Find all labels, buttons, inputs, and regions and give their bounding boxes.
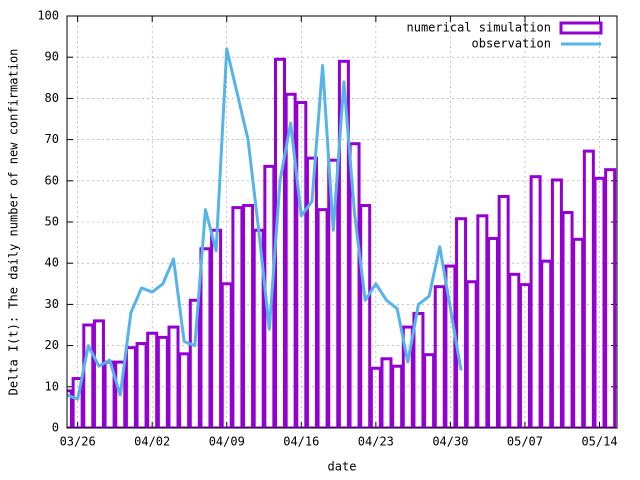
y-tick-label: 10: [45, 379, 59, 393]
bar: [487, 236, 499, 428]
bar: [295, 101, 308, 428]
y-tick-label: 100: [37, 9, 59, 23]
bar: [199, 247, 212, 428]
bar: [444, 264, 457, 428]
bar: [465, 280, 478, 428]
y-tick-label: 50: [45, 215, 59, 229]
y-tick-label: 40: [45, 256, 59, 270]
plot-area: [67, 47, 617, 428]
x-tick-label: 05/07: [507, 435, 543, 449]
bar: [82, 323, 95, 428]
y-tick-label: 60: [45, 173, 59, 187]
y-tick-label: 70: [45, 132, 59, 146]
bar: [242, 204, 255, 428]
y-tick-label: 80: [45, 91, 59, 105]
bar: [210, 228, 223, 428]
x-tick-label: 03/26: [60, 435, 96, 449]
bar: [316, 208, 329, 428]
bar: [401, 325, 414, 428]
bar: [550, 178, 563, 428]
bar: [67, 389, 73, 428]
bar: [188, 298, 201, 428]
bar: [231, 206, 244, 428]
bar: [369, 366, 382, 428]
bar: [135, 342, 148, 428]
bar: [124, 346, 137, 428]
bar: [476, 214, 489, 428]
bar: [359, 204, 372, 428]
y-tick-label: 90: [45, 50, 59, 64]
bar: [561, 211, 574, 428]
x-axis-label: date: [328, 460, 357, 474]
bar: [593, 176, 606, 428]
bar: [433, 285, 446, 428]
bar: [92, 319, 105, 428]
bar: [156, 335, 169, 428]
y-tick-label: 0: [52, 421, 59, 435]
bar: [423, 353, 436, 428]
bar: [582, 149, 595, 428]
legend-label: observation: [472, 37, 551, 51]
x-tick-label: 04/30: [432, 435, 468, 449]
x-tick-label: 05/14: [581, 435, 617, 449]
bar: [167, 325, 180, 428]
bar: [540, 259, 553, 428]
x-tick-label: 04/02: [134, 435, 170, 449]
bar: [497, 194, 510, 428]
bar: [348, 142, 361, 428]
bar: [284, 92, 297, 428]
y-tick-label: 30: [45, 297, 59, 311]
bar: [572, 237, 585, 428]
x-tick-label: 04/09: [209, 435, 245, 449]
bar: [391, 364, 404, 428]
plot-border: [66, 15, 618, 429]
bar: [178, 352, 191, 428]
legend-label: numerical simulation: [407, 21, 552, 35]
y-axis-label: Delta I(t): The daily number of new conf…: [7, 49, 21, 396]
bar: [518, 283, 531, 428]
bar: [508, 272, 521, 428]
x-tick-label: 04/16: [283, 435, 319, 449]
bar: [529, 175, 542, 428]
bar: [412, 311, 425, 428]
bar: [380, 357, 393, 428]
legend-swatch: [559, 21, 603, 35]
line: [67, 47, 463, 401]
bar: [604, 168, 617, 428]
x-tick-label: 04/23: [358, 435, 394, 449]
y-tick-label: 20: [45, 338, 59, 352]
bar: [455, 217, 468, 428]
